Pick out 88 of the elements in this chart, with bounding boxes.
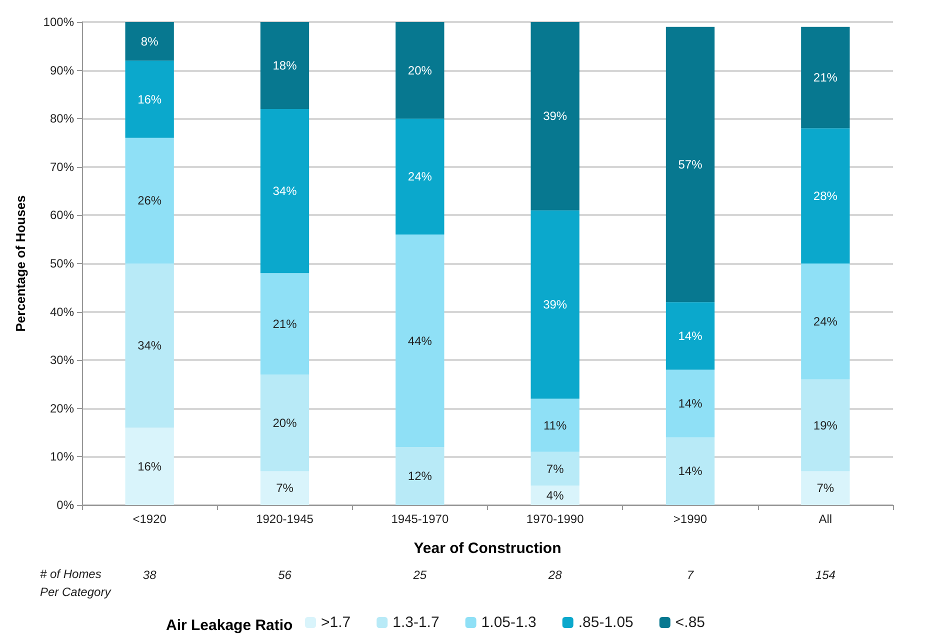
bar bbox=[530, 452, 580, 486]
bar bbox=[125, 22, 174, 61]
data-label: 7% bbox=[276, 481, 294, 496]
y-tick-label: 50% bbox=[50, 256, 74, 270]
x-tick-label: 1970-1990 bbox=[526, 512, 584, 526]
bar bbox=[260, 273, 310, 375]
text: 38 bbox=[142, 568, 157, 582]
data-label: 21% bbox=[813, 70, 838, 85]
data-label: 34% bbox=[138, 338, 162, 353]
bar bbox=[125, 428, 174, 505]
y-tick-label: 20% bbox=[50, 401, 74, 416]
bar bbox=[260, 374, 310, 472]
bar bbox=[801, 128, 850, 264]
x-axis-title: Year of Construction bbox=[414, 540, 562, 557]
y-axis-title: Percentage of Houses bbox=[13, 195, 28, 332]
data-label: 28% bbox=[813, 188, 838, 203]
y-tick-label: 100% bbox=[43, 15, 74, 29]
bar bbox=[801, 379, 850, 472]
legend-label: .85-1.05 bbox=[578, 614, 634, 631]
data-label: 14% bbox=[678, 328, 703, 343]
y-tick-label: 90% bbox=[50, 63, 74, 78]
bar bbox=[260, 22, 310, 109]
bar bbox=[125, 60, 174, 138]
data-label: 44% bbox=[408, 334, 432, 348]
y-tick-label: 30% bbox=[50, 353, 74, 368]
data-label: 11% bbox=[544, 418, 567, 432]
data-label: 24% bbox=[813, 314, 838, 328]
data-label: 12% bbox=[408, 469, 432, 484]
data-label: 20% bbox=[408, 63, 432, 78]
data-label: 21% bbox=[272, 316, 298, 331]
data-label: 39% bbox=[543, 109, 568, 124]
bar bbox=[666, 437, 715, 505]
bar bbox=[801, 26, 850, 128]
bar bbox=[666, 370, 715, 438]
legend-title: Air Leakage Ratio bbox=[166, 617, 293, 634]
bar bbox=[530, 210, 580, 399]
text: 56 bbox=[278, 568, 292, 582]
bar bbox=[125, 138, 174, 264]
y-tick-label: 70% bbox=[50, 160, 74, 174]
bar bbox=[530, 398, 580, 452]
text: 28 bbox=[547, 568, 562, 582]
data-label: 26% bbox=[138, 194, 162, 208]
legend-label: <.85 bbox=[675, 614, 706, 631]
data-label: 4% bbox=[546, 488, 564, 502]
legend-label: >1.7 bbox=[321, 614, 351, 631]
x-tick-label: 1945-1970 bbox=[391, 512, 449, 526]
bar bbox=[666, 302, 715, 370]
text: 7 bbox=[686, 568, 695, 582]
text: 154 bbox=[815, 568, 836, 582]
data-label: 16% bbox=[138, 92, 162, 106]
text: 25 bbox=[412, 568, 427, 582]
data-label: 8% bbox=[140, 34, 159, 48]
x-tick-label: >1990 bbox=[673, 512, 708, 526]
data-label: 7% bbox=[816, 481, 834, 496]
data-label: 7% bbox=[546, 462, 564, 476]
x-tick-label: <1920 bbox=[132, 512, 167, 526]
bar bbox=[396, 234, 444, 448]
data-label: 24% bbox=[408, 170, 432, 184]
data-label: 14% bbox=[678, 396, 703, 411]
bar bbox=[666, 26, 715, 302]
bar bbox=[801, 264, 850, 380]
bar bbox=[530, 22, 580, 210]
bar bbox=[396, 22, 444, 119]
bar bbox=[260, 471, 310, 505]
bar bbox=[125, 264, 174, 428]
y-tick-label: 80% bbox=[50, 112, 74, 126]
data-label: 19% bbox=[813, 418, 838, 432]
bar bbox=[396, 447, 444, 505]
legend-label: 1.3-1.7 bbox=[392, 614, 440, 631]
x-tick-label: 1920-1945 bbox=[256, 512, 314, 526]
y-tick-label: 10% bbox=[50, 450, 74, 464]
bar bbox=[801, 471, 850, 505]
y-tick-label: 60% bbox=[50, 208, 74, 222]
text: # of Homes Per Category bbox=[40, 567, 112, 599]
bar bbox=[530, 486, 580, 505]
x-tick-label: All bbox=[818, 512, 832, 526]
data-label: 34% bbox=[272, 184, 298, 198]
data-label: 39% bbox=[543, 298, 568, 312]
bar bbox=[260, 108, 310, 274]
bar bbox=[396, 118, 444, 235]
data-label: 57% bbox=[678, 157, 703, 172]
data-label: 14% bbox=[678, 464, 703, 478]
y-tick-label: 40% bbox=[50, 304, 74, 319]
data-label: 20% bbox=[272, 416, 298, 430]
y-tick-label: 0% bbox=[56, 498, 74, 512]
data-label: 18% bbox=[272, 58, 298, 72]
data-label: 16% bbox=[138, 459, 162, 474]
legend-label: 1.05-1.3 bbox=[481, 614, 536, 631]
